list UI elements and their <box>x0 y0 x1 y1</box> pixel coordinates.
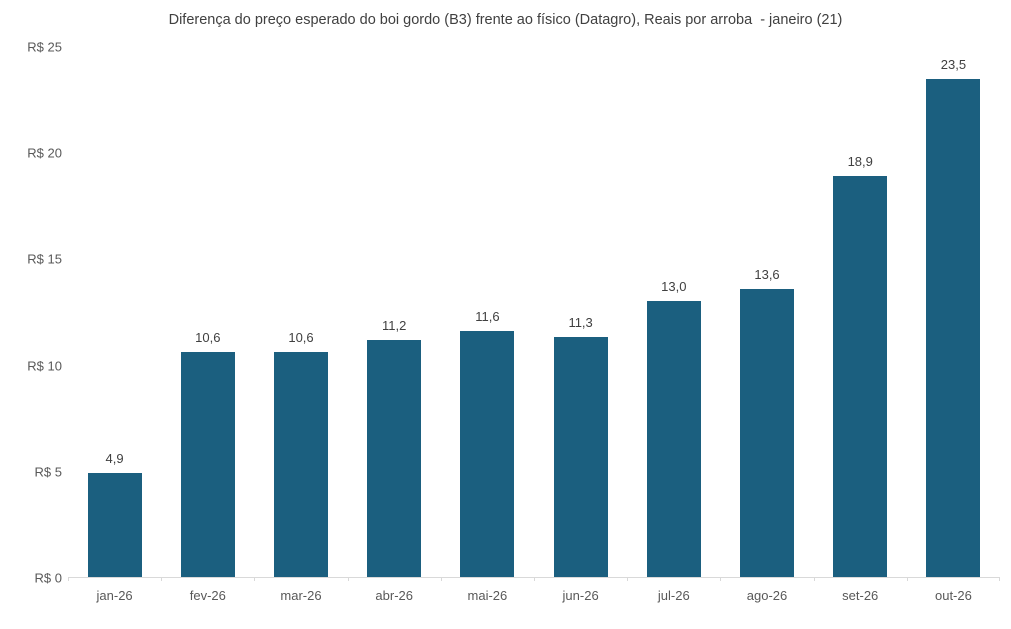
chart-title: Diferença do preço esperado do boi gordo… <box>168 12 843 28</box>
bar-column: 11,6 mai-26 <box>441 47 534 603</box>
bar-fev-26 <box>180 352 235 577</box>
x-axis-tick-label: jan-26 <box>96 588 133 603</box>
y-axis-tick-label: R$ 5 <box>34 464 62 480</box>
bar-value-label: 11,3 <box>568 315 593 331</box>
bar-value-label: 18,9 <box>847 154 873 170</box>
x-axis-tick-mark <box>534 577 535 581</box>
x-axis-tick-mark <box>68 577 69 581</box>
bar-jul-26 <box>646 301 701 577</box>
bar-column: 10,6 fev-26 <box>161 47 254 603</box>
x-axis-tick-label: set-26 <box>842 588 879 603</box>
bar-jan-26 <box>87 473 142 577</box>
x-axis-tick-mark <box>999 577 1000 581</box>
x-axis-tick-mark <box>906 577 908 581</box>
x-axis-tick-label: abr-26 <box>375 588 413 603</box>
bar-column: 23,5 out-26 <box>907 47 1000 603</box>
y-axis-tick-label: R$ 20 <box>27 145 62 161</box>
bar-mai-26 <box>460 331 515 577</box>
bar-value-label: 13,6 <box>754 266 780 282</box>
x-axis-tick-label: mar-26 <box>280 588 322 603</box>
bar-value-label: 11,6 <box>475 309 500 325</box>
y-axis-tick-label: R$ 25 <box>27 39 62 55</box>
bar-column: 13,6 ago-26 <box>720 47 813 603</box>
bar-column: 11,2 abr-26 <box>348 47 441 603</box>
x-axis-tick-label: fev-26 <box>189 588 226 603</box>
y-axis: R$ 0 R$ 5 R$ 10 R$ 15 R$ 20 R$ 25 <box>0 40 62 586</box>
plot-area: 4,9 jan-26 10,6 fev-26 10,6 mar-26 11,2 abr-26 1… <box>68 47 1000 603</box>
bar-jun-26 <box>553 337 608 577</box>
bar-value-label: 23,5 <box>940 56 967 72</box>
bar-mar-26 <box>274 352 328 577</box>
x-axis-tick-label: jul-26 <box>657 588 690 603</box>
y-axis-tick-label: R$ 15 <box>27 251 62 267</box>
y-axis-tick-label: R$ 0 <box>34 570 62 586</box>
x-axis-tick-label: ago-26 <box>746 588 788 603</box>
x-axis-tick-mark <box>347 577 349 581</box>
bar-column: 4,9 jan-26 <box>68 47 161 603</box>
x-axis-tick-mark <box>627 577 629 581</box>
x-axis-tick-mark <box>254 577 256 581</box>
x-axis-tick-mark <box>161 577 163 581</box>
bar-columns: 4,9 jan-26 10,6 fev-26 10,6 mar-26 11,2 abr-26 1… <box>68 47 1000 603</box>
y-axis-tick-label: R$ 10 <box>27 358 62 374</box>
bar-abr-26 <box>367 339 422 577</box>
bar-column: 18,9 set-26 <box>814 47 907 603</box>
bar-column: 10,6 mar-26 <box>254 47 347 603</box>
x-axis-tick-mark <box>440 577 442 581</box>
bar-value-label: 10,6 <box>195 330 221 346</box>
bar-value-label: 11,2 <box>382 317 407 333</box>
x-axis-tick-label: jun-26 <box>562 588 599 603</box>
bar-ago-26 <box>740 288 795 577</box>
bar-value-label: 4,9 <box>105 451 124 467</box>
bar-column: 13,0 jul-26 <box>627 47 720 603</box>
bar-column: 11,3 jun-26 <box>534 47 627 603</box>
bar-value-label: 13,0 <box>661 279 687 295</box>
bar-out-26 <box>926 78 981 577</box>
x-axis-tick-mark <box>813 577 815 581</box>
bar-set-26 <box>833 176 888 577</box>
x-axis-tick-label: mai-26 <box>467 588 508 603</box>
bar-value-label: 10,6 <box>288 330 314 346</box>
x-axis-tick-mark <box>720 577 722 581</box>
x-axis-tick-label: out-26 <box>934 588 972 603</box>
